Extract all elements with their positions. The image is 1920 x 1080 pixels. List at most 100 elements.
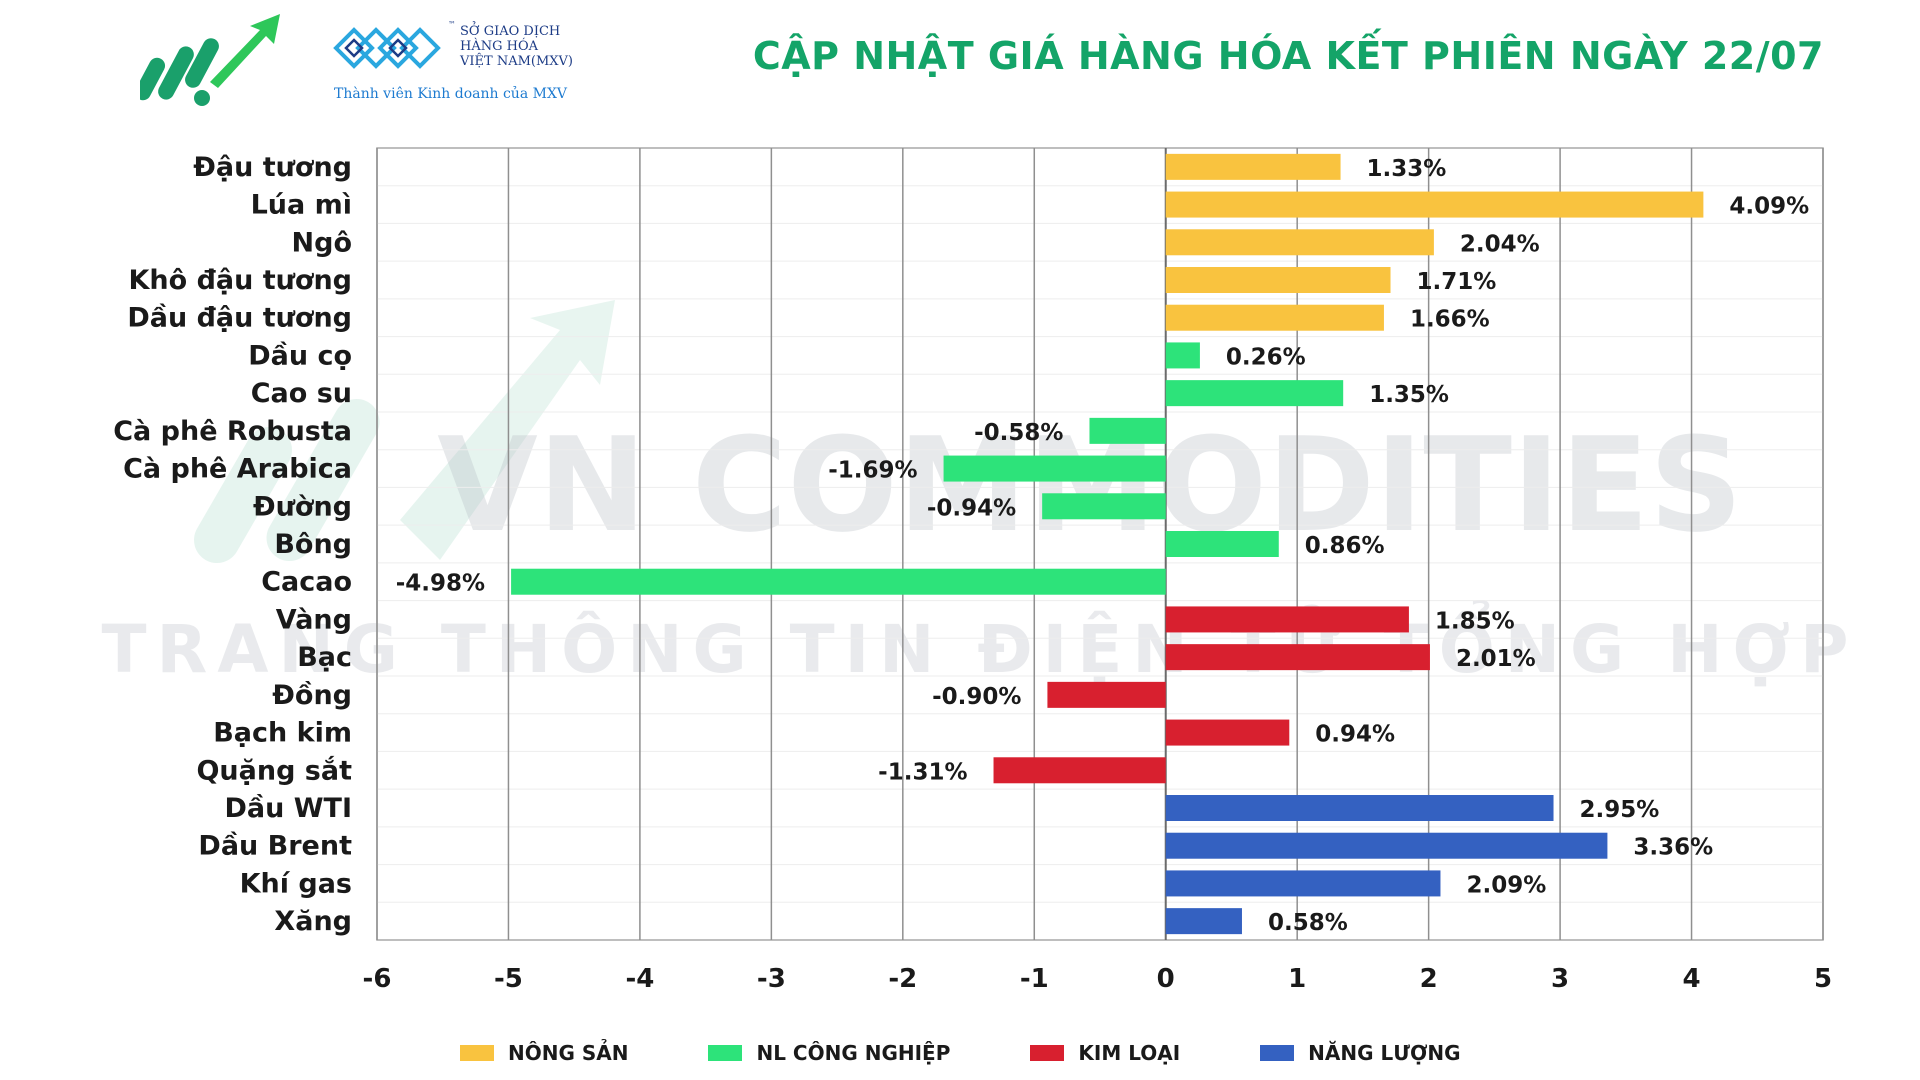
category-label: Đồng	[272, 680, 352, 711]
header: SỞ GIAO DỊCH HÀNG HÓA VIỆT NAM(MXV) ™ Th…	[0, 0, 1920, 120]
category-label: Đậu tương	[193, 152, 352, 183]
legend-item: NÔNG SẢN	[460, 1038, 628, 1068]
value-label: -0.94%	[927, 495, 1016, 521]
bar	[1165, 342, 1200, 369]
x-tick-label: 2	[1420, 964, 1438, 994]
mxv-subtitle: Thành viên Kinh doanh của MXV	[334, 86, 568, 102]
mxv-line: HÀNG HÓA	[460, 39, 538, 54]
bar	[1042, 493, 1166, 520]
bar	[993, 757, 1166, 784]
x-tick-label: 0	[1157, 964, 1175, 994]
x-tick-label: -4	[625, 964, 654, 994]
category-label: Dầu Brent	[198, 831, 352, 862]
page-title: CẬP NHẬT GIÁ HÀNG HÓA KẾT PHIÊN NGÀY 22/…	[752, 34, 1824, 78]
mxv-logo-icon	[333, 27, 441, 69]
bar	[1089, 417, 1166, 444]
value-label: 0.58%	[1268, 910, 1348, 936]
bar	[1165, 795, 1554, 821]
mxv-name: SỞ GIAO DỊCH HÀNG HÓA VIỆT NAM(MXV)	[460, 24, 573, 69]
value-label: 2.95%	[1580, 797, 1660, 823]
category-label: Đường	[253, 491, 352, 522]
legend-swatch	[460, 1045, 494, 1061]
value-label: -1.69%	[828, 458, 917, 484]
x-tick-label: 3	[1551, 964, 1569, 994]
value-labels: 1.33% 4.09% 2.04% 1.71% 1.66% 0.26% 1.35% -0.58…	[396, 156, 1809, 936]
category-label: Ngô	[292, 227, 352, 258]
x-tick-label: 1	[1288, 964, 1306, 994]
bar	[1165, 191, 1704, 218]
x-tick-label: -3	[757, 964, 786, 994]
bar	[1165, 267, 1391, 293]
value-label: 1.71%	[1417, 269, 1497, 295]
value-label: 2.09%	[1466, 872, 1546, 898]
category-label: Lúa mì	[251, 190, 352, 221]
category-label: Khí gas	[240, 868, 352, 899]
legend-swatch	[708, 1045, 743, 1061]
value-label: 4.09%	[1729, 194, 1809, 220]
x-tick-label: -1	[1020, 964, 1049, 994]
category-label: Bạc	[297, 642, 352, 673]
category-labels: Đậu tương Lúa mì Ngô Khô đậu tương Dầu đậu t…	[113, 152, 352, 937]
bar	[1165, 719, 1290, 746]
value-label: -4.98%	[396, 571, 485, 597]
mxv-member-logo-icon	[140, 14, 280, 106]
value-label: 2.04%	[1460, 231, 1540, 257]
value-label: 0.94%	[1315, 722, 1395, 748]
value-label: 3.36%	[1633, 835, 1713, 861]
value-label: 2.01%	[1456, 646, 1536, 672]
legend-item: KIM LOẠI	[1030, 1038, 1180, 1068]
bar	[1165, 606, 1409, 633]
x-tick-label: 4	[1682, 964, 1700, 994]
mxv-line: VIỆT NAM(MXV)	[460, 54, 573, 69]
category-label: Bông	[274, 529, 352, 560]
category-label: Dầu WTI	[225, 793, 353, 824]
category-label: Dầu cọ	[248, 340, 352, 371]
x-tick-label: 5	[1814, 964, 1832, 994]
bar	[1165, 153, 1341, 180]
category-label: Xăng	[274, 906, 352, 937]
mxv-line: SỞ GIAO DỊCH	[460, 24, 561, 39]
category-label: Bạch kim	[213, 718, 352, 749]
bar	[1165, 380, 1344, 407]
category-label: Vàng	[276, 604, 352, 635]
bar	[1165, 908, 1242, 935]
category-label: Dầu đậu tương	[127, 303, 352, 334]
x-tick-label: -5	[494, 964, 523, 994]
bar	[1165, 229, 1434, 256]
legend-swatch	[1030, 1045, 1065, 1061]
bar	[1165, 832, 1608, 859]
bar	[1165, 644, 1430, 671]
bars	[511, 153, 1704, 935]
bar	[511, 568, 1166, 595]
bar	[943, 455, 1166, 482]
category-label: Quặng sắt	[196, 755, 352, 786]
legend-label: NÔNG SẢN	[508, 1041, 629, 1065]
x-axis-ticks: -6 -5 -4 -3 -2 -1 0 1 2 3 4 5	[363, 964, 1832, 994]
x-tick-label: -2	[888, 964, 917, 994]
category-label: Cà phê Robusta	[113, 416, 352, 447]
category-label: Khô đậu tương	[129, 265, 353, 296]
value-label: 0.26%	[1226, 344, 1306, 370]
legend: NÔNG SẢN NL CÔNG NGHIỆP KIM LOẠI NĂNG LƯỢNG	[460, 1038, 1541, 1068]
legend-item: NĂNG LƯỢNG	[1260, 1038, 1461, 1068]
bar	[1165, 304, 1384, 331]
category-label: Cao su	[251, 378, 352, 409]
value-label: 1.33%	[1367, 156, 1447, 182]
x-tick-label: -6	[363, 964, 392, 994]
trademark: ™	[448, 20, 456, 29]
legend-label: NĂNG LƯỢNG	[1308, 1041, 1461, 1065]
legend-label: KIM LOẠI	[1078, 1041, 1181, 1065]
legend-label: NL CÔNG NGHIỆP	[756, 1041, 951, 1065]
value-label: 1.35%	[1369, 382, 1449, 408]
bar	[1165, 870, 1441, 897]
bar	[1165, 531, 1279, 557]
value-label: 1.66%	[1410, 307, 1490, 333]
value-label: 1.85%	[1435, 608, 1515, 634]
value-label: -0.90%	[932, 684, 1021, 710]
bar	[1047, 681, 1166, 708]
category-label: Cà phê Arabica	[123, 454, 352, 485]
legend-item: NL CÔNG NGHIỆP	[708, 1038, 950, 1068]
legend-swatch	[1260, 1045, 1295, 1061]
value-label: -1.31%	[878, 759, 967, 785]
